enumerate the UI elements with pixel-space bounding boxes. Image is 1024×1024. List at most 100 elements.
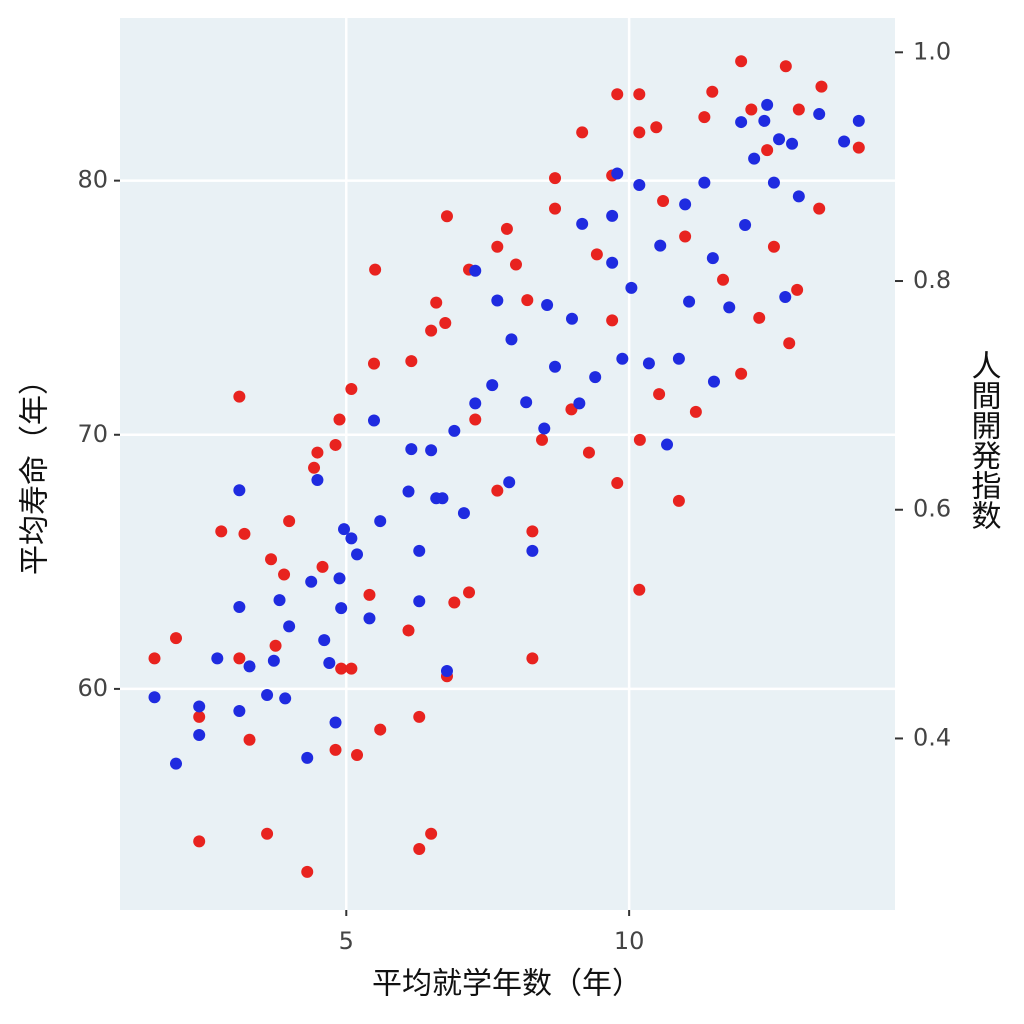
y-tick-label: 60 [77,674,108,702]
scatter-point [448,424,461,437]
scatter-point [779,60,792,73]
scatter-point [436,492,449,505]
scatter-point [589,371,602,384]
scatter-point [792,190,805,203]
scatter-point [679,198,692,211]
scatter-point [148,691,161,704]
scatter-point [318,634,331,647]
scatter-point [448,596,461,609]
scatter-point [642,357,655,370]
scatter-point [698,176,711,189]
scatter-point [815,80,828,93]
scatter-point [363,612,376,625]
scatter-point [549,202,562,215]
scatter-point [413,544,426,557]
scatter-point [233,600,246,613]
scatter-point [405,355,418,368]
scatter-point [367,414,380,427]
scatter-point [491,484,504,497]
scatter-point [541,299,554,312]
scatter-point [283,515,296,528]
scatter-point [243,733,256,746]
scatter-point [233,652,246,665]
scatter-point [520,396,533,409]
scatter-point [301,865,314,878]
scatter-point [440,210,453,223]
scatter-point [405,443,418,456]
scatter-point [706,85,719,98]
scatter-point [767,176,780,189]
scatter-point [549,360,562,373]
scatter-point [758,114,771,127]
scatter-point [369,263,382,276]
scatter-point [536,433,549,446]
scatter-point [650,121,663,134]
scatter-point [813,108,826,121]
scatter-point [170,632,183,645]
scatter-point [672,352,685,365]
scatter-point [753,311,766,324]
scatter-point [193,700,206,713]
scatter-point [338,523,351,536]
scatter-point [549,172,562,185]
scatter-point [838,135,851,148]
scatter-point [233,705,246,718]
scatter-point [773,133,786,146]
scatter-point [265,553,278,566]
scatter-point [689,405,702,418]
scatter-point [233,484,246,497]
scatter-point [538,422,551,435]
scatter-point [761,144,774,157]
scatter-point [486,379,499,392]
scatter-point [463,586,476,599]
y-axis-title: 平均寿命（年） [18,365,53,575]
scatter-point [606,209,619,222]
scatter-point [767,240,780,253]
y2-tick-label: 1.0 [913,37,951,65]
scatter-point [852,114,865,127]
scatter-point [413,595,426,608]
scatter-point [576,126,589,139]
scatter-point [170,757,183,770]
scatter-point [654,239,667,252]
scatter-point [672,494,685,507]
scatter-point [786,137,799,150]
scatter-point [367,357,380,370]
scatter-point [852,141,865,154]
scatter-point [345,662,358,675]
scatter-point [565,312,578,325]
scatter-point [503,476,516,489]
scatter-point [305,575,318,588]
scatter-point [345,532,358,545]
scatter-point [491,294,504,307]
scatter-point [335,602,348,615]
scatter-point [791,283,804,296]
scatter-point [261,827,274,840]
y2-axis-title: 人間開発指数 [966,350,1002,530]
scatter-point [509,258,522,271]
scatter-point [211,652,224,665]
scatter-point [323,656,336,669]
scatter-point [633,178,646,191]
scatter-point [706,252,719,265]
scatter-point [611,88,624,101]
scatter-point [193,729,206,742]
scatter-point [363,588,376,601]
scatter-point [311,474,324,487]
y2-tick-label: 0.8 [913,266,951,294]
scatter-point [267,654,280,667]
scatter-point [329,438,342,451]
scatter-point [573,397,586,410]
scatter-point [661,438,674,451]
y2-tick-label: 0.6 [913,495,951,523]
scatter-point [269,639,282,652]
scatter-point [683,295,696,308]
scatter-point [735,55,748,68]
scatter-point [625,281,638,294]
scatter-point [679,230,692,243]
scatter-point [653,388,666,401]
scatter-point [413,843,426,856]
scatter-point [582,446,595,459]
